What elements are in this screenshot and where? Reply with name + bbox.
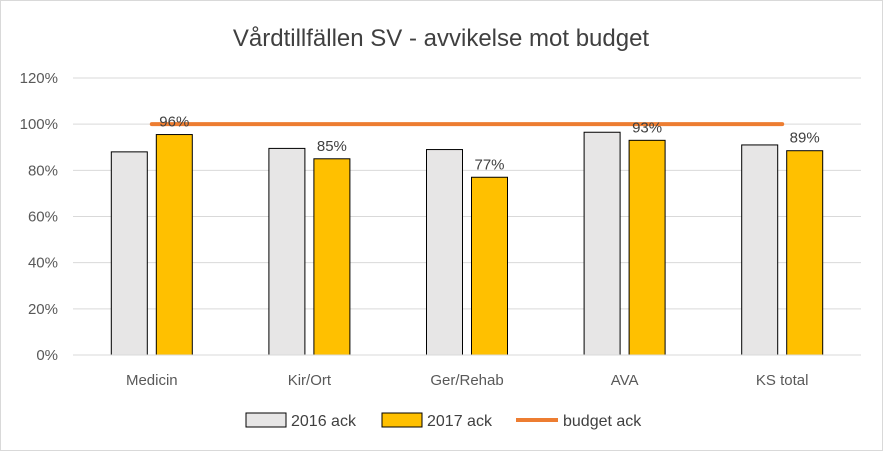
y-tick-label: 80% — [28, 162, 58, 179]
bar-2016-ack-medicin — [110, 151, 148, 356]
y-tick-label: 120% — [20, 70, 58, 87]
data-label: 96% — [159, 114, 189, 131]
x-axis: Medicin Kir/Ort Ger/Rehab AVA KS total — [73, 354, 861, 389]
x-tick-label: Kir/Ort — [288, 372, 332, 389]
bars — [110, 131, 824, 356]
bar-2016-ack-ger-rehab — [426, 149, 463, 356]
data-label: 77% — [474, 156, 504, 173]
bar-2016-ack-ks-total — [741, 144, 779, 356]
y-tick-label: 0% — [36, 347, 58, 364]
bar-2016-ack-kir-ort — [268, 147, 306, 356]
legend-label: budget ack — [563, 413, 642, 430]
y-tick-label: 20% — [28, 301, 58, 318]
legend: 2016 ack 2017 ack budget ack — [245, 412, 642, 430]
data-labels: 96% 85% 77% 93% 89% — [159, 114, 819, 174]
bar-2017-ack-medicin — [155, 134, 193, 356]
y-tick-label: 100% — [20, 116, 58, 133]
x-tick-label: Ger/Rehab — [430, 372, 503, 389]
bar-2016-ack-ava — [583, 131, 621, 356]
chart-title: Vårdtillfällen SV - avvikelse mot budget — [233, 25, 650, 52]
bar-2017-ack-kir-ort — [313, 158, 351, 356]
x-tick-label: AVA — [611, 372, 639, 389]
legend-swatch — [245, 412, 287, 428]
data-label: 93% — [632, 119, 662, 136]
legend-label: 2016 ack — [291, 413, 357, 430]
legend-swatch — [381, 412, 423, 428]
x-tick-label: KS total — [756, 372, 809, 389]
y-tick-label: 60% — [28, 209, 58, 226]
x-tick-label: Medicin — [126, 372, 178, 389]
y-axis: 0% 20% 40% 60% 80% 100% 120% — [20, 70, 58, 364]
y-tick-label: 40% — [28, 255, 58, 272]
bar-2017-ack-ava — [628, 139, 666, 356]
data-label: 85% — [317, 138, 347, 155]
data-label: 89% — [790, 130, 820, 147]
bar-2017-ack-ger-rehab — [471, 176, 508, 356]
legend-label: 2017 ack — [427, 413, 493, 430]
bar-2017-ack-ks-total — [786, 150, 824, 356]
